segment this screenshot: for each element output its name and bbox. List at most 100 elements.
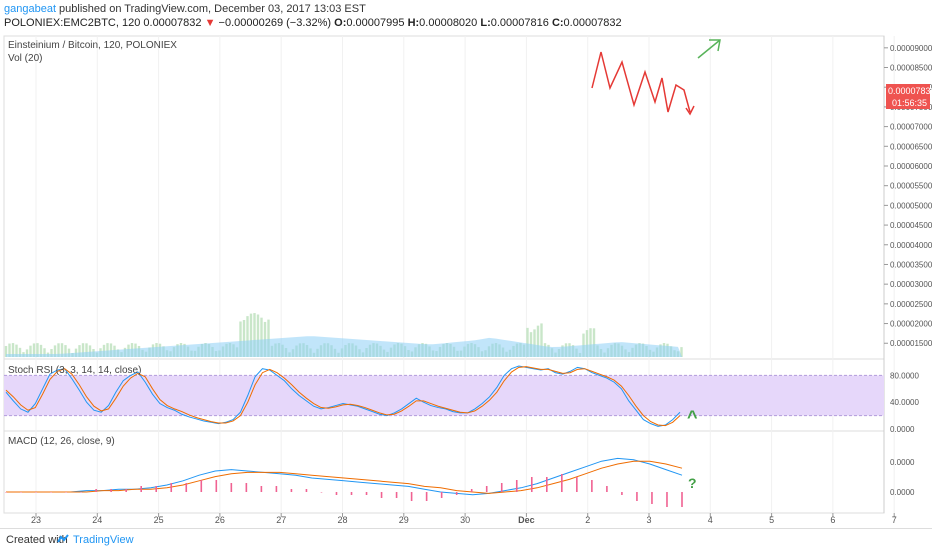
macd-hist-bar <box>395 492 398 498</box>
volume-bar <box>29 345 32 357</box>
volume-bar <box>536 325 540 357</box>
macd-hist-bar <box>410 492 413 501</box>
volume-bar <box>246 316 249 357</box>
price-tick-label: 0.00003000 <box>890 280 932 289</box>
macd-hist-bar <box>576 477 578 492</box>
price-tick-label: 0.00002000 <box>890 320 932 329</box>
symbol-label: POLONIEX:EMC2BTC, 120 <box>4 17 141 29</box>
macd-hist-bar <box>350 492 353 495</box>
macd-hist-bar <box>546 477 548 492</box>
macd-pane-border <box>3 430 885 514</box>
price-tick-label: 0.00009000 <box>890 44 932 53</box>
red-arrows <box>591 51 695 116</box>
macd-hist-bar <box>666 492 668 507</box>
time-tick-label: 29 <box>399 515 409 525</box>
macd-hist-bar <box>260 486 263 492</box>
open-label: O: <box>334 17 347 29</box>
countdown-text: 01:56:35 <box>892 98 927 108</box>
macd-hist-bar <box>440 492 443 498</box>
macd-hist-bar <box>245 483 248 492</box>
volume-bar <box>39 344 43 357</box>
volume-bar <box>15 344 18 357</box>
time-tick-label: 4 <box>708 515 713 525</box>
volume-bar <box>88 345 92 357</box>
volume-bar <box>239 321 242 357</box>
arrowhead <box>685 105 695 116</box>
volume-bar <box>533 329 536 357</box>
macd-hist-bar <box>470 489 473 492</box>
stoch-tick-label: 40.0000 <box>890 398 919 407</box>
volume-bar <box>526 327 529 357</box>
volume-bar <box>260 317 263 357</box>
stoch-band <box>4 375 884 416</box>
macd-hist-bar <box>65 492 67 493</box>
time-tick-label: 23 <box>31 515 41 525</box>
macd-hist-bar <box>110 489 112 492</box>
price-tick-label: 0.00003500 <box>890 260 932 269</box>
macd-tick-label: 0.0000 <box>890 458 915 467</box>
stoch-tick-label: 80.0000 <box>890 371 919 380</box>
change-value: −0.00000269 (−3.32%) <box>218 17 332 29</box>
footer: Created with TradingView <box>0 528 932 551</box>
macd-line-0 <box>6 457 683 496</box>
price-tick-label: 0.00005500 <box>890 182 932 191</box>
macd-hist-bar <box>170 483 173 492</box>
macd-hist-bar <box>215 480 218 492</box>
time-tick-label: 27 <box>276 515 286 525</box>
tradingview-logo-icon <box>57 534 69 543</box>
price-tick-label: 0.00002500 <box>890 300 932 309</box>
volume-bar <box>109 343 113 357</box>
volume-bar <box>36 343 39 357</box>
macd-hist-bar <box>621 492 623 495</box>
stoch-line-1 <box>5 366 681 427</box>
volume-bar <box>11 343 15 357</box>
author-link[interactable]: gangabeat <box>4 3 56 15</box>
macd-question-annotation: ? <box>688 475 697 491</box>
macd-hist-bar <box>500 483 503 492</box>
time-tick-label: 3 <box>646 515 651 525</box>
stoch-line-0 <box>5 365 681 427</box>
countdown-flag <box>886 97 930 109</box>
chart-canvas[interactable]: 0.00%(0.00009002)23.60%(0.00007709)38.20… <box>0 0 932 528</box>
macd-pane: 0.0000 0.0000 <box>5 457 915 507</box>
macd-hist-bar <box>636 492 638 501</box>
time-tick-label: 2 <box>585 515 590 525</box>
macd-hist-bar <box>515 480 518 492</box>
volume-bar <box>4 345 8 357</box>
volume-bar <box>32 343 36 357</box>
price-tick-label: 0.00004500 <box>890 221 932 230</box>
volume-bar <box>8 343 11 357</box>
high-value: 0.00008020 <box>419 17 478 29</box>
volume-bar <box>589 328 592 357</box>
volume-bar <box>680 347 683 357</box>
zigzag-path <box>591 51 691 113</box>
price-tick-label: 0.00004000 <box>890 241 932 250</box>
low-label: L: <box>480 17 491 29</box>
volume-bar <box>249 313 253 357</box>
stoch-title: Stoch RSI (3, 3, 14, 14, close) <box>8 365 141 376</box>
close-value: 0.00007832 <box>563 17 622 29</box>
volume-bar <box>540 323 543 357</box>
volume-label: Vol (20) <box>8 53 42 64</box>
volume-bar <box>67 348 71 357</box>
macd-hist-bar <box>380 492 383 498</box>
macd-hist-bar <box>50 492 52 493</box>
macd-title: MACD (12, 26, close, 9) <box>8 436 115 447</box>
macd-line-1 <box>6 460 683 494</box>
macd-hist-bar <box>5 492 7 493</box>
created-with-text: Created with <box>6 534 68 546</box>
tradingview-brand[interactable]: TradingView <box>73 534 134 546</box>
grid <box>35 36 895 513</box>
time-tick-label: 24 <box>92 515 102 525</box>
macd-hist-bar <box>305 489 308 492</box>
ohlc-header: POLONIEX:EMC2BTC, 120 0.00007832 ▼ −0.00… <box>4 17 622 29</box>
main-pane-border <box>3 35 885 360</box>
volume-bar <box>18 347 22 357</box>
time-tick-label: 25 <box>154 515 164 525</box>
last-price-flag <box>886 84 930 97</box>
close-label: C: <box>551 17 564 29</box>
down-arrow-icon: ▼ <box>204 17 216 29</box>
macd-hist-bar <box>591 480 593 492</box>
macd-hist-bar <box>606 486 608 492</box>
volume-bar <box>592 328 596 357</box>
